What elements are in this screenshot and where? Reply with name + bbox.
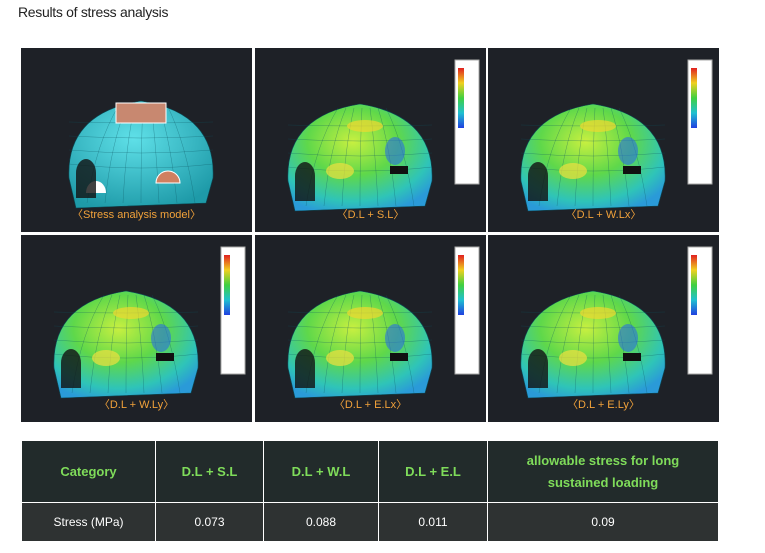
result-image: 〈D.L + E.Lx〉 bbox=[255, 235, 486, 422]
header-cell: D.L + W.L bbox=[263, 440, 379, 503]
cell: 0.09 bbox=[487, 502, 719, 542]
result-image: 〈D.L + W.Lx〉 bbox=[488, 48, 719, 232]
cell: 0.073 bbox=[155, 502, 264, 542]
header-cell: allowable stress for long sustained load… bbox=[487, 440, 719, 503]
cell: 0.088 bbox=[263, 502, 379, 542]
cell: 0.011 bbox=[378, 502, 488, 542]
header-row: Category D.L + S.L D.L + W.L D.L + E.L a… bbox=[21, 440, 719, 503]
caption: 〈D.L + W.Ly〉 bbox=[98, 399, 175, 411]
result-image: 〈D.L + W.Ly〉 bbox=[21, 235, 252, 422]
data-row: Stress (MPa) 0.073 0.088 0.011 0.09 bbox=[21, 502, 719, 542]
caption: 〈D.L + E.Ly〉 bbox=[567, 399, 640, 411]
header-cell: D.L + E.L bbox=[378, 440, 488, 503]
result-image: 〈D.L + S.L〉 bbox=[255, 48, 486, 232]
header-cell: Category bbox=[21, 440, 156, 503]
caption: 〈D.L + E.Lx〉 bbox=[333, 399, 408, 411]
header-text: allowable stress for long sustained load… bbox=[526, 452, 680, 490]
render bbox=[53, 246, 246, 399]
title: Results of stress analysis bbox=[18, 4, 169, 20]
render bbox=[68, 100, 214, 209]
caption: 〈D.L + W.Lx〉 bbox=[565, 209, 642, 221]
caption: 〈Stress analysis model〉 bbox=[72, 209, 201, 221]
header-cell: D.L + S.L bbox=[155, 440, 264, 503]
result-image: 〈D.L + E.Ly〉 bbox=[488, 235, 719, 422]
render bbox=[287, 246, 480, 399]
result-image: 〈Stress analysis model〉 bbox=[21, 48, 252, 232]
render bbox=[520, 246, 713, 399]
cell: Stress (MPa) bbox=[21, 502, 156, 542]
render bbox=[520, 59, 713, 212]
results-table: Category D.L + S.L D.L + W.L D.L + E.L a… bbox=[21, 440, 719, 542]
render bbox=[287, 59, 480, 212]
caption: 〈D.L + S.L〉 bbox=[336, 209, 405, 221]
